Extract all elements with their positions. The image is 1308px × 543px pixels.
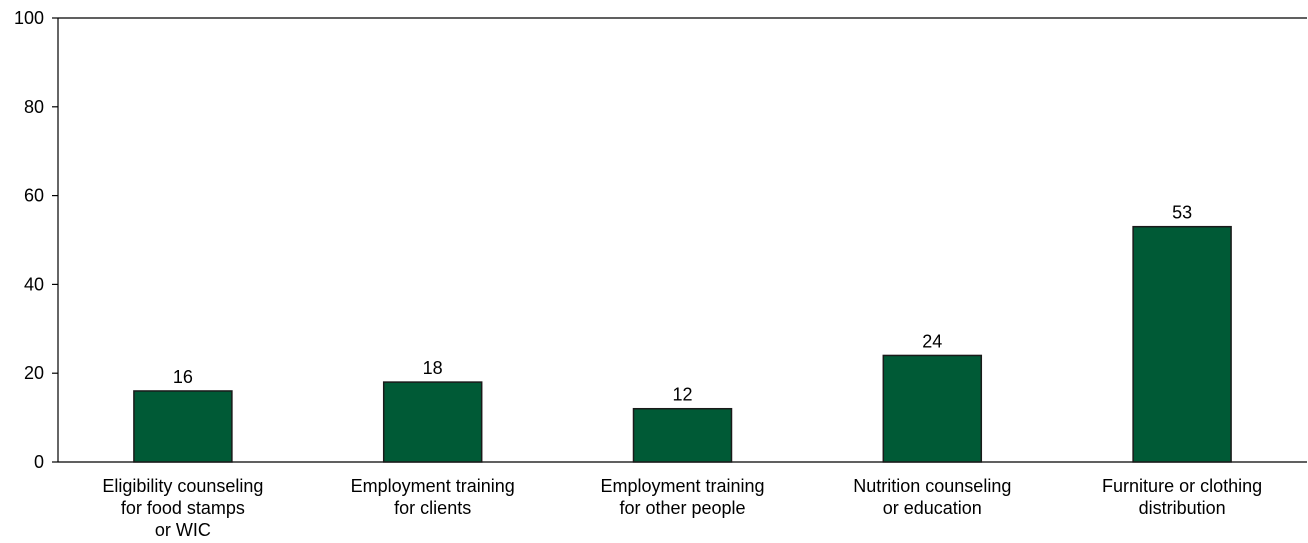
category-label: for other people	[619, 498, 745, 518]
category-label: distribution	[1139, 498, 1226, 518]
bar	[632, 407, 733, 463]
bar-value-label: 16	[173, 367, 193, 387]
y-tick-label: 80	[24, 97, 44, 117]
bars-group	[133, 225, 1232, 463]
bar-value-label: 12	[672, 385, 692, 405]
y-tick-label: 60	[24, 186, 44, 206]
category-label: Furniture or clothing	[1102, 476, 1262, 496]
category-label: or WIC	[155, 520, 211, 540]
bar-value-label: 18	[423, 358, 443, 378]
category-label: for food stamps	[121, 498, 245, 518]
y-tick-label: 40	[24, 274, 44, 294]
bar	[133, 390, 233, 463]
y-tick-label: 0	[34, 452, 44, 472]
category-label: Eligibility counseling	[102, 476, 263, 496]
y-tick-label: 100	[14, 8, 44, 28]
bar-value-label: 24	[922, 331, 942, 351]
bar	[382, 381, 483, 463]
category-label: Employment training	[351, 476, 515, 496]
data-labels-group: 16 18 12 24 53	[173, 203, 1192, 405]
category-label: Nutrition counseling	[853, 476, 1011, 496]
bar	[1132, 225, 1232, 463]
category-label: for clients	[394, 498, 471, 518]
bar	[882, 354, 983, 463]
y-tick-label: 20	[24, 363, 44, 383]
category-label: or education	[883, 498, 982, 518]
y-axis-ticks: 0 20 40 60 80 100	[14, 8, 58, 472]
bar-value-label: 53	[1172, 203, 1192, 223]
category-label: Employment training	[600, 476, 764, 496]
